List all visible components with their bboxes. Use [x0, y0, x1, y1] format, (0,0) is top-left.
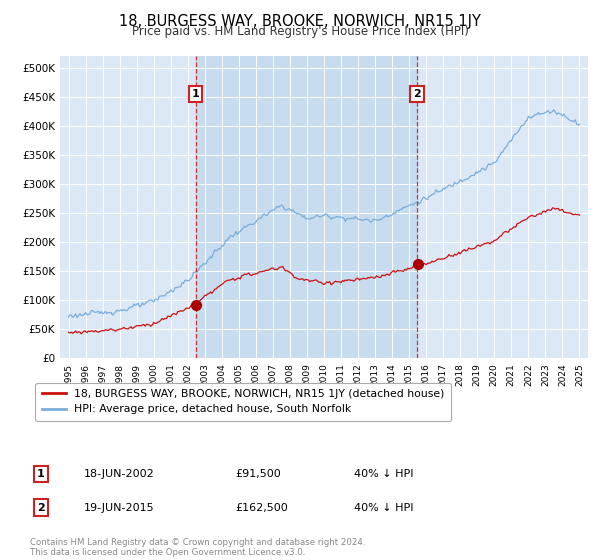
Text: 1: 1	[37, 469, 44, 479]
Text: 2: 2	[413, 89, 421, 99]
Text: 18-JUN-2002: 18-JUN-2002	[84, 469, 155, 479]
Text: Price paid vs. HM Land Registry's House Price Index (HPI): Price paid vs. HM Land Registry's House …	[131, 25, 469, 38]
Text: 19-JUN-2015: 19-JUN-2015	[84, 502, 155, 512]
Bar	[196, 56, 417, 358]
Text: 40% ↓ HPI: 40% ↓ HPI	[354, 469, 413, 479]
Text: 2: 2	[37, 502, 44, 512]
Text: 40% ↓ HPI: 40% ↓ HPI	[354, 502, 413, 512]
Text: Contains HM Land Registry data © Crown copyright and database right 2024.
This d: Contains HM Land Registry data © Crown c…	[30, 538, 365, 557]
Legend: 18, BURGESS WAY, BROOKE, NORWICH, NR15 1JY (detached house), HPI: Average price,: 18, BURGESS WAY, BROOKE, NORWICH, NR15 1…	[35, 382, 451, 421]
Text: £162,500: £162,500	[235, 502, 288, 512]
Text: £91,500: £91,500	[235, 469, 281, 479]
Text: 1: 1	[192, 89, 199, 99]
Text: 18, BURGESS WAY, BROOKE, NORWICH, NR15 1JY: 18, BURGESS WAY, BROOKE, NORWICH, NR15 1…	[119, 14, 481, 29]
